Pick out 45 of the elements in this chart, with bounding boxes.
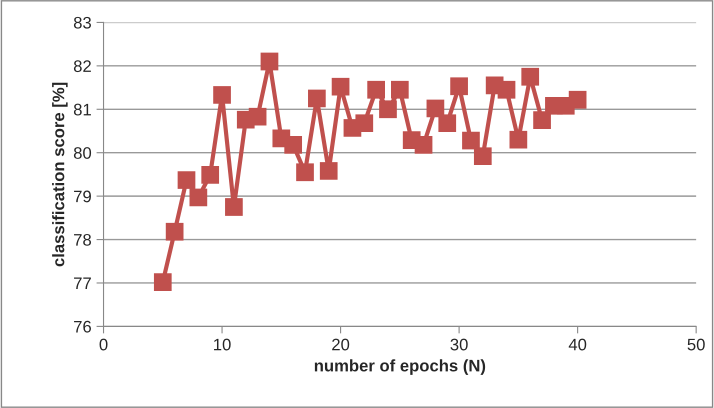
x-tick-label: 50 xyxy=(688,338,705,350)
point xyxy=(462,132,480,150)
point xyxy=(154,273,172,291)
point xyxy=(414,136,432,154)
x-tick-label: 40 xyxy=(568,338,586,350)
x-axis-title: number of epochs (N) xyxy=(314,359,486,375)
point xyxy=(510,130,528,149)
x-tick-label: 0 xyxy=(100,338,108,350)
y-tick-label: 79 xyxy=(74,190,91,202)
point xyxy=(521,68,540,86)
point xyxy=(284,136,302,154)
point xyxy=(426,100,444,118)
point xyxy=(498,80,516,99)
x-tick-label: 30 xyxy=(450,338,468,350)
point xyxy=(379,100,397,118)
y-tick-label: 83 xyxy=(74,16,91,29)
point xyxy=(533,111,551,129)
point xyxy=(296,163,314,182)
point xyxy=(248,108,266,126)
point xyxy=(355,114,374,132)
point xyxy=(367,80,385,99)
point xyxy=(438,114,456,132)
point xyxy=(213,86,231,104)
point xyxy=(474,147,492,166)
point xyxy=(178,171,196,189)
y-tick-label: 81 xyxy=(74,104,91,116)
point xyxy=(320,162,338,180)
point xyxy=(166,222,184,241)
point xyxy=(260,52,278,70)
point xyxy=(201,166,220,184)
point xyxy=(225,198,243,216)
point xyxy=(568,90,586,109)
x-tick-label: 10 xyxy=(214,338,231,350)
x-tick-label: 20 xyxy=(332,338,350,350)
point xyxy=(189,188,208,206)
y-tick-label: 76 xyxy=(74,320,91,333)
point xyxy=(390,80,409,99)
y-tick-label: 82 xyxy=(74,60,91,72)
y-tick-label: 77 xyxy=(74,278,91,290)
point xyxy=(450,77,468,96)
y-tick-label: 78 xyxy=(74,234,91,246)
y-tick-label: 80 xyxy=(74,147,92,159)
point xyxy=(308,90,326,108)
y-axis-title: classification score [%] xyxy=(52,82,68,266)
point xyxy=(332,78,350,96)
